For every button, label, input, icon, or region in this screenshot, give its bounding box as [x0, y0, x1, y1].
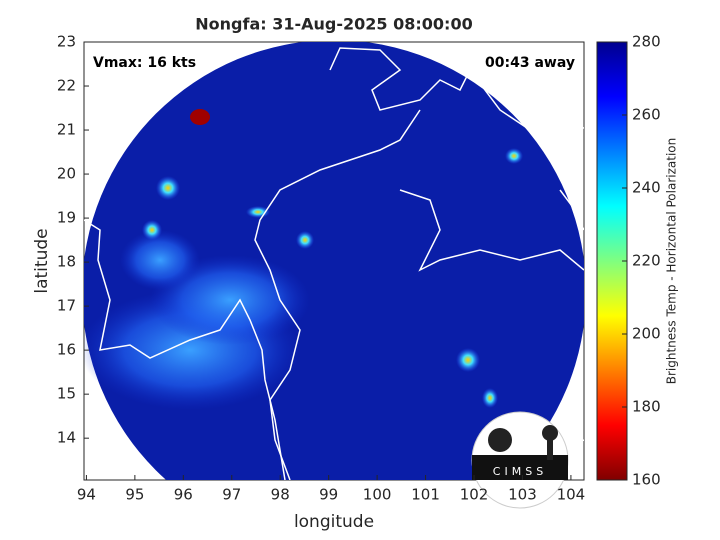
colorbar-label: Brightness Temp - Horizontal Polarizatio…	[665, 138, 679, 385]
colorbar-tick-label: 200	[632, 325, 661, 343]
colorbar-tick-label: 220	[632, 252, 661, 270]
x-tick-label: 94	[77, 486, 96, 504]
x-tick-label: 99	[319, 486, 338, 504]
colorbar-tick-label: 240	[632, 179, 661, 197]
colorbar-tick-label: 160	[632, 471, 661, 489]
y-tick-label: 18	[57, 253, 76, 271]
y-tick-label: 22	[57, 77, 76, 95]
colorbar-tick-label: 180	[632, 398, 661, 416]
x-tick-label: 96	[174, 486, 193, 504]
y-tick-label: 16	[57, 341, 76, 359]
logo: CIMSS	[471, 411, 569, 509]
logo-text: CIMSS	[493, 465, 547, 478]
y-axis-label: latitude	[32, 228, 52, 293]
colorbar-tick-label: 260	[632, 106, 661, 124]
x-tick-label: 102	[460, 486, 489, 504]
x-axis-label: longitude	[294, 512, 374, 532]
x-tick-label: 101	[411, 486, 440, 504]
x-tick-label: 95	[125, 486, 144, 504]
y-tick-label: 19	[57, 209, 76, 227]
x-tick-label: 98	[271, 486, 290, 504]
y-tick-label: 23	[57, 33, 76, 51]
colorbar-tick-label: 280	[632, 33, 661, 51]
x-tick-label: 97	[222, 486, 241, 504]
satellite-swath	[84, 42, 584, 480]
y-tick-label: 21	[57, 121, 76, 139]
x-tick-label: 104	[557, 486, 586, 504]
x-tick-label: 100	[363, 486, 392, 504]
y-tick-label: 15	[57, 385, 76, 403]
y-tick-label: 20	[57, 165, 76, 183]
time-away-label: 00:43 away	[485, 55, 575, 71]
x-tick-label: 103	[508, 486, 537, 504]
vmax-label: Vmax: 16 kts	[93, 55, 196, 71]
y-tick-label: 17	[57, 297, 76, 315]
title: Nongfa: 31-Aug-2025 08:00:00	[195, 15, 472, 34]
y-tick-label: 14	[57, 429, 76, 447]
